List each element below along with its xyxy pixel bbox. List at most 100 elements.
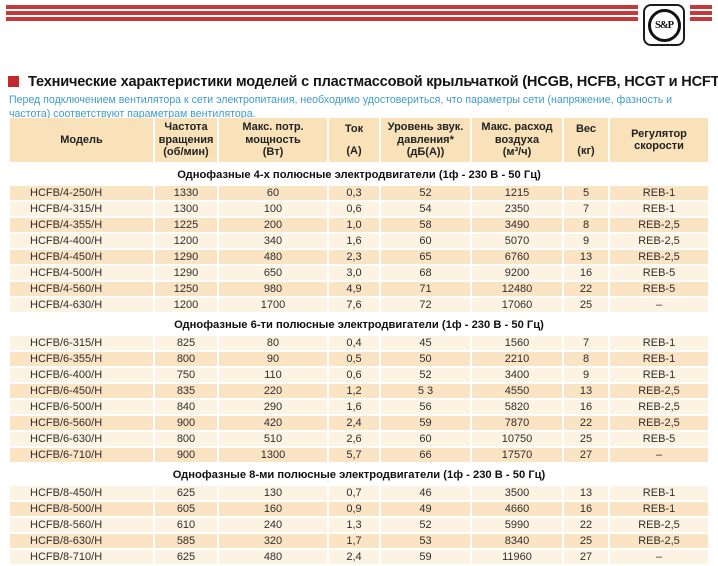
model-cell: HCFB/6-400/H — [10, 368, 153, 382]
value-cell-noise: 46 — [381, 486, 470, 500]
value-cell-weight: 22 — [564, 518, 608, 532]
table-row: HCFB/4-500/H 1290 650 3,0 68 9200 16 REB-5 — [10, 266, 708, 280]
value-cell-current: 5,7 — [329, 448, 379, 462]
red-stripe — [6, 17, 712, 21]
intro-note: Перед подключением вентилятора к сети эл… — [9, 94, 673, 121]
value-cell-current: 1,7 — [329, 534, 379, 548]
catalog-page: S&P Технические характеристики моделей с… — [6, 4, 718, 564]
value-cell-power: 1300 — [219, 448, 327, 462]
value-cell-power: 290 — [219, 400, 327, 414]
value-cell-current: 1,2 — [329, 384, 379, 398]
red-stripe — [6, 11, 712, 15]
model-cell: HCFB/8-450/H — [10, 486, 153, 500]
value-cell-weight: 5 — [564, 186, 608, 200]
column-header-airflow: Макс. расход воздуха (м³/ч) — [472, 118, 562, 162]
model-cell: HCFB/6-560/H — [10, 416, 153, 430]
value-cell-airflow: 3490 — [472, 218, 562, 232]
model-cell: HCFB/8-630/H — [10, 534, 153, 548]
value-cell-airflow: 4660 — [472, 502, 562, 516]
value-cell-rpm: 825 — [155, 336, 217, 350]
value-cell-regulator: REB-5 — [610, 266, 708, 280]
value-cell-current: 1,3 — [329, 518, 379, 532]
value-cell-airflow: 11960 — [472, 550, 562, 564]
value-cell-rpm: 900 — [155, 416, 217, 430]
value-cell-weight: 25 — [564, 432, 608, 446]
table-row: HCFB/8-710/H 625 480 2,4 59 11960 27– — [10, 550, 708, 564]
section-title: Однофазные 4-х полюсные электродвигатели… — [10, 164, 708, 184]
value-cell-airflow: 1560 — [472, 336, 562, 350]
model-cell: HCFB/8-710/H — [10, 550, 153, 564]
value-cell-current: 2,3 — [329, 250, 379, 264]
value-cell-rpm: 1300 — [155, 202, 217, 216]
value-cell-power: 480 — [219, 250, 327, 264]
value-cell-rpm: 605 — [155, 502, 217, 516]
value-cell-power: 340 — [219, 234, 327, 248]
value-cell-airflow: 4550 — [472, 384, 562, 398]
value-cell-weight: 8 — [564, 352, 608, 366]
value-cell-noise: 45 — [381, 336, 470, 350]
value-cell-weight: 9 — [564, 368, 608, 382]
value-cell-regulator: REB-2,5 — [610, 218, 708, 232]
table-row: HCFB/8-500/H 605 160 0,9 49 4660 16 REB-1 — [10, 502, 708, 516]
value-cell-power: 510 — [219, 432, 327, 446]
red-stripe — [6, 5, 712, 9]
value-cell-noise: 54 — [381, 202, 470, 216]
table-row: HCFB/6-315/H 825 80 0,4 45 1560 7 REB-1 — [10, 336, 708, 350]
value-cell-regulator: REB-2,5 — [610, 534, 708, 548]
table-row: HCFB/6-500/H 840 290 1,6 56 5820 16 REB-2,5 — [10, 400, 708, 414]
value-cell-noise: 52 — [381, 518, 470, 532]
model-cell: HCFB/4-560/H — [10, 282, 153, 296]
column-header-regulator: Регулятор скорости — [610, 118, 708, 162]
value-cell-power: 420 — [219, 416, 327, 430]
value-cell-regulator: – — [610, 448, 708, 462]
value-cell-power: 100 — [219, 202, 327, 216]
value-cell-noise: 56 — [381, 400, 470, 414]
table-row: HCFB/6-355/H 800 90 0,5 50 2210 8 REB-1 — [10, 352, 708, 366]
value-cell-noise: 52 — [381, 368, 470, 382]
value-cell-noise: 65 — [381, 250, 470, 264]
table-row: HCFB/4-450/H 1290 480 2,3 65 6760 13 REB-2,5 — [10, 250, 708, 264]
table-row: HCFB/6-560/H 900 420 2,4 59 7870 22 REB-2,5 — [10, 416, 708, 430]
table-row: HCFB/4-355/H 1225 200 1,0 58 3490 8 REB-2,5 — [10, 218, 708, 232]
value-cell-current: 0,7 — [329, 486, 379, 500]
page-title: Технические характеристики моделей с пла… — [28, 74, 718, 90]
column-header-power: Макс. потр. мощность (Вт) — [219, 118, 327, 162]
model-cell: HCFB/6-450/H — [10, 384, 153, 398]
value-cell-regulator: REB-1 — [610, 368, 708, 382]
value-cell-noise: 50 — [381, 352, 470, 366]
value-cell-current: 0,9 — [329, 502, 379, 516]
value-cell-regulator: REB-1 — [610, 502, 708, 516]
value-cell-airflow: 2350 — [472, 202, 562, 216]
value-cell-regulator: REB-5 — [610, 432, 708, 446]
table-row: HCFB/4-560/H 1250 980 4,9 71 12480 22 REB-5 — [10, 282, 708, 296]
value-cell-power: 1700 — [219, 298, 327, 312]
column-header-rpm: Частота вращения (об/мин) — [155, 118, 217, 162]
value-cell-noise: 60 — [381, 234, 470, 248]
value-cell-weight: 7 — [564, 202, 608, 216]
value-cell-power: 80 — [219, 336, 327, 350]
value-cell-current: 2,4 — [329, 416, 379, 430]
value-cell-regulator: – — [610, 550, 708, 564]
value-cell-rpm: 1330 — [155, 186, 217, 200]
value-cell-current: 0,6 — [329, 202, 379, 216]
model-cell: HCFB/4-355/H — [10, 218, 153, 232]
value-cell-weight: 13 — [564, 384, 608, 398]
section-title: Однофазные 6-ти полюсные электродвигател… — [10, 314, 708, 334]
value-cell-noise: 66 — [381, 448, 470, 462]
table-row: HCFB/8-450/H 625 130 0,7 46 3500 13 REB-1 — [10, 486, 708, 500]
value-cell-airflow: 7870 — [472, 416, 562, 430]
section-title: Однофазные 8-ми полюсные электродвигател… — [10, 464, 708, 484]
table-row: HCFB/8-630/H 585 320 1,7 53 8340 25 REB-2,5 — [10, 534, 708, 548]
value-cell-rpm: 835 — [155, 384, 217, 398]
value-cell-power: 980 — [219, 282, 327, 296]
value-cell-current: 2,6 — [329, 432, 379, 446]
value-cell-current: 1,6 — [329, 400, 379, 414]
model-cell: HCFB/6-500/H — [10, 400, 153, 414]
value-cell-noise: 59 — [381, 416, 470, 430]
value-cell-weight: 8 — [564, 218, 608, 232]
table-row: HCFB/4-630/H 1200 1700 7,6 72 17060 25– — [10, 298, 708, 312]
table-row: HCFB/8-560/H 610 240 1,3 52 5990 22 REB-2,5 — [10, 518, 708, 532]
value-cell-regulator: REB-2,5 — [610, 518, 708, 532]
sp-logo-circle: S&P — [647, 8, 681, 42]
value-cell-rpm: 1200 — [155, 298, 217, 312]
